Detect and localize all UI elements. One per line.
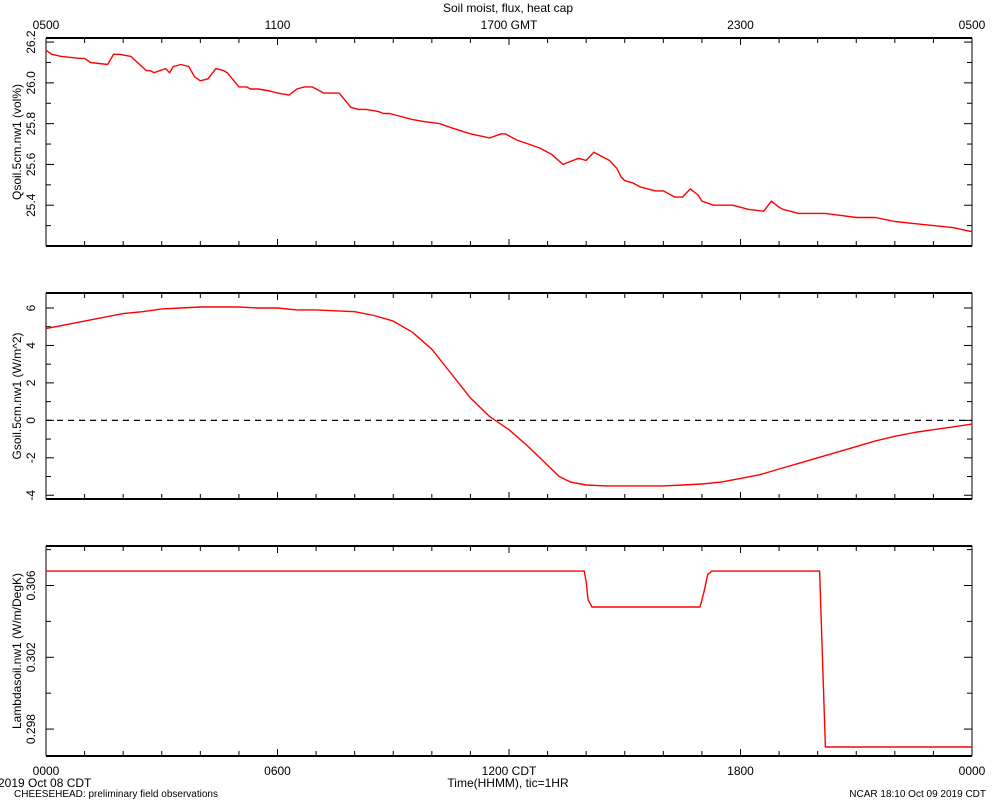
bottom-axis-tick-labels: 0000 0600 1200 CDT 1800 0000 bbox=[33, 764, 986, 778]
bottom-axis-tick-label: 1800 bbox=[727, 764, 754, 778]
series-line bbox=[45, 306, 973, 487]
y-tick-label: 0.306 bbox=[24, 570, 38, 600]
y-axis-label: Qsoil.5cm.nw1 (vol%) bbox=[10, 84, 24, 200]
chart-title: Soil moist, flux, heat cap bbox=[443, 1, 573, 15]
y-tick-label: 0 bbox=[24, 417, 38, 424]
bottom-axis-tick-label: 0000 bbox=[959, 764, 986, 778]
y-tick-label: 0.298 bbox=[24, 714, 38, 744]
y-tick-label: -2 bbox=[24, 452, 38, 463]
top-axis-tick-label: 1100 bbox=[265, 18, 291, 32]
bottom-axis-tick-label: 1200 CDT bbox=[482, 764, 537, 778]
y-tick-label: 4 bbox=[24, 342, 38, 349]
y-tick-label: 2 bbox=[24, 379, 38, 386]
y-axis-label: Gsoil.5cm.nw1 (W/m^2) bbox=[10, 333, 24, 460]
y-tick-label: 25.4 bbox=[24, 193, 38, 217]
y-tick-label: 0.302 bbox=[24, 642, 38, 672]
series-line bbox=[46, 570, 972, 748]
top-axis-tick-label: 1700 GMT bbox=[481, 18, 538, 32]
footer-project: CHEESEHEAD: preliminary field observatio… bbox=[14, 789, 218, 800]
top-axis-tick-labels: 0500 1100 1700 GMT 2300 0500 bbox=[33, 18, 986, 32]
panel-2: -4 -2 0 2 4 6 Gsoil.5cm.nw1 (W/m^2) bbox=[10, 292, 973, 501]
y-tick-label: 26.0 bbox=[24, 71, 38, 95]
y-tick-label: 25.6 bbox=[24, 152, 38, 176]
y-tick-label: 6 bbox=[24, 304, 38, 311]
chart-panels: 25.4 25.6 25.8 26.0 26.2 Qsoil.5cm.nw1 (vol%)… bbox=[10, 30, 973, 757]
y-axis-label: Lambdasoil.nw1 (W/m/DegK) bbox=[10, 573, 24, 729]
top-axis-tick-label: 2300 bbox=[727, 18, 754, 32]
footer-stamp: NCAR 18:10 Oct 09 2019 CDT bbox=[849, 789, 986, 800]
panel-1: 25.4 25.6 25.8 26.0 26.2 Qsoil.5cm.nw1 (vol%) bbox=[10, 30, 973, 247]
top-axis-tick-label: 0500 bbox=[959, 18, 986, 32]
footer-date: 2019 Oct 08 CDT bbox=[0, 776, 92, 790]
y-tick-label: -4 bbox=[24, 490, 38, 501]
y-tick-label: 26.2 bbox=[24, 30, 38, 54]
y-tick-label: 25.8 bbox=[24, 112, 38, 136]
top-axis-tick-label: 0500 bbox=[33, 18, 60, 32]
bottom-axis-tick-label: 0600 bbox=[264, 764, 291, 778]
bottom-axis-tick-label: 0000 bbox=[33, 764, 60, 778]
series-line bbox=[45, 49, 973, 233]
x-axis-label: Time(HHMM), tic=1HR bbox=[447, 776, 569, 790]
